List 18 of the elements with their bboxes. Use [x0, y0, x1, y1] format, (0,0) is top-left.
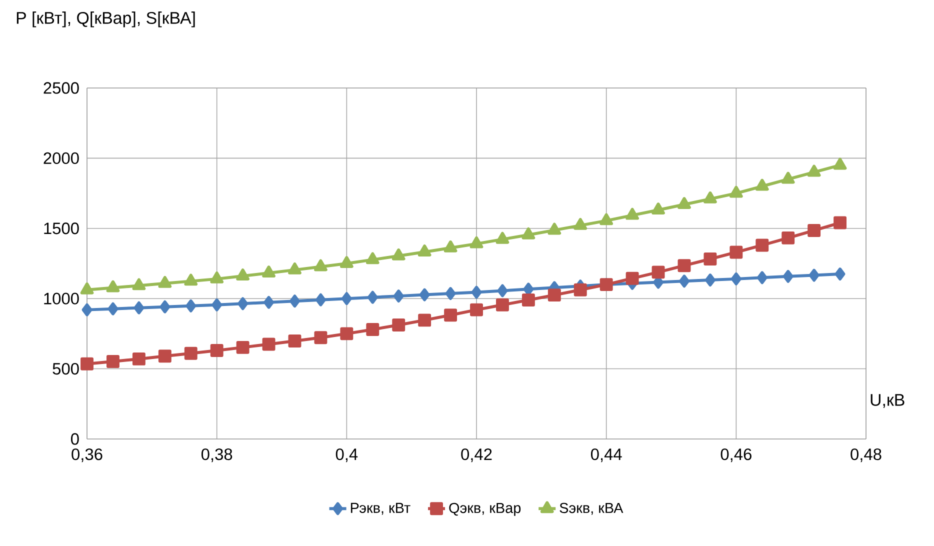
y-tick-label: 0	[71, 433, 79, 445]
x-tick-label: 0,42	[461, 448, 492, 462]
legend-label: Рэкв, кВт	[350, 502, 410, 515]
x-tick-label: 0,38	[201, 448, 232, 462]
x-tick-label: 0,46	[720, 448, 752, 462]
y-tick-label: 1000	[44, 292, 79, 304]
legend-label: Qэкв, кВар	[449, 502, 521, 516]
y-tick-label: 2500	[44, 82, 79, 94]
x-axis-title: U,кВ	[870, 394, 904, 408]
x-tick-label: 0,48	[850, 448, 882, 462]
y-tick-label: 500	[52, 362, 79, 375]
x-tick-label: 0,4	[336, 448, 358, 462]
y-axis-title: P [кВт], Q[кВар], S[кВА]	[16, 12, 195, 28]
x-tick-label: 0,36	[72, 448, 102, 462]
y-tick-label: 2000	[44, 152, 79, 164]
legend-label: Sэкв, кВА	[560, 502, 624, 515]
x-tick-label: 0,44	[590, 448, 622, 462]
y-tick-label: 1500	[44, 222, 79, 234]
